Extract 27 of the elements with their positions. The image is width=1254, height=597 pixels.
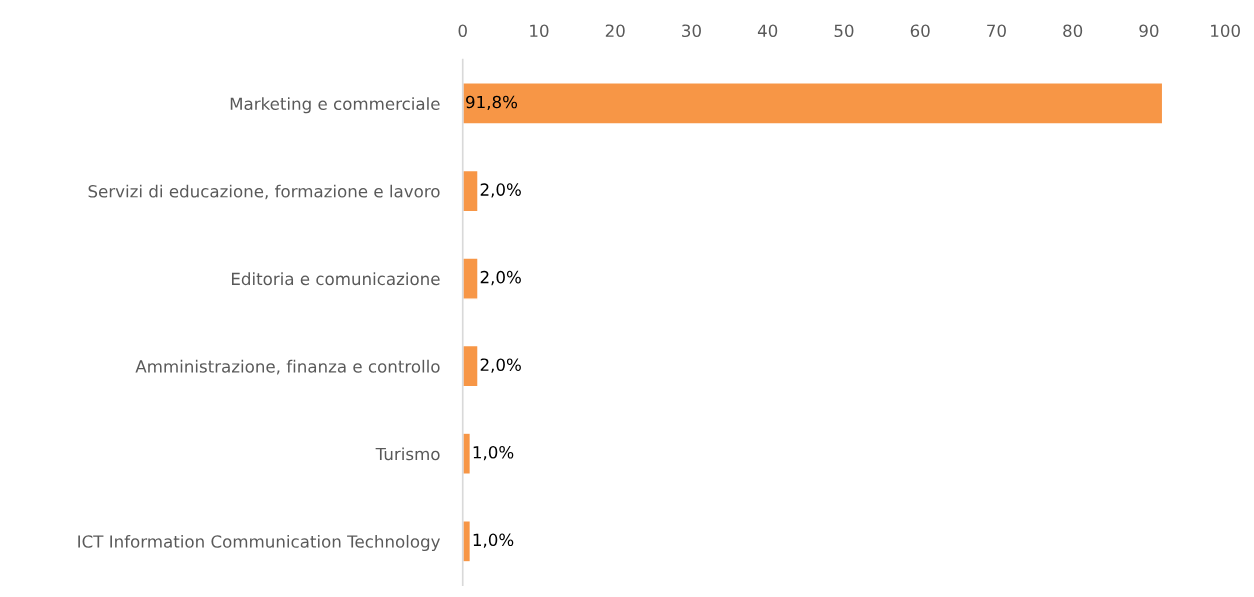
y-tick-label: Marketing e commerciale	[230, 97, 440, 114]
x-tick-label: 10	[530, 24, 549, 38]
x-tick-label: 20	[605, 24, 625, 38]
x-tick-label: 30	[682, 24, 701, 38]
x-tick-label: 60	[910, 24, 930, 38]
bar	[462, 169, 479, 213]
y-tick-label: Servizi di educazione, formazione e lavoro	[88, 184, 440, 200]
data-label: 91,8%	[466, 95, 518, 111]
y-tick-label: Amministrazione, finanza e controllo	[135, 359, 440, 375]
y-tick-label: Editoria e comunicazione	[232, 272, 440, 286]
x-tick-label: 40	[757, 24, 778, 38]
x-tick-label: 90	[1139, 24, 1159, 38]
x-tick-label: 80	[1063, 24, 1083, 38]
data-label: 1,0%	[473, 445, 514, 461]
y-tick-label: ICT Information Communication Technology	[78, 534, 441, 552]
y-tick-label: Turismo	[375, 447, 440, 461]
data-label: 1,0%	[473, 533, 514, 548]
x-tick-label: 70	[987, 24, 1006, 38]
data-label: 2,0%	[480, 270, 521, 286]
data-label: 2,0%	[480, 183, 521, 198]
data-label: 2,0%	[480, 358, 521, 373]
x-tick-label: 0	[458, 24, 467, 38]
bar	[462, 82, 1164, 125]
x-tick-label: 100	[1211, 24, 1240, 38]
bar	[462, 257, 479, 300]
x-tick-label: 50	[834, 24, 854, 38]
bar	[462, 344, 479, 388]
